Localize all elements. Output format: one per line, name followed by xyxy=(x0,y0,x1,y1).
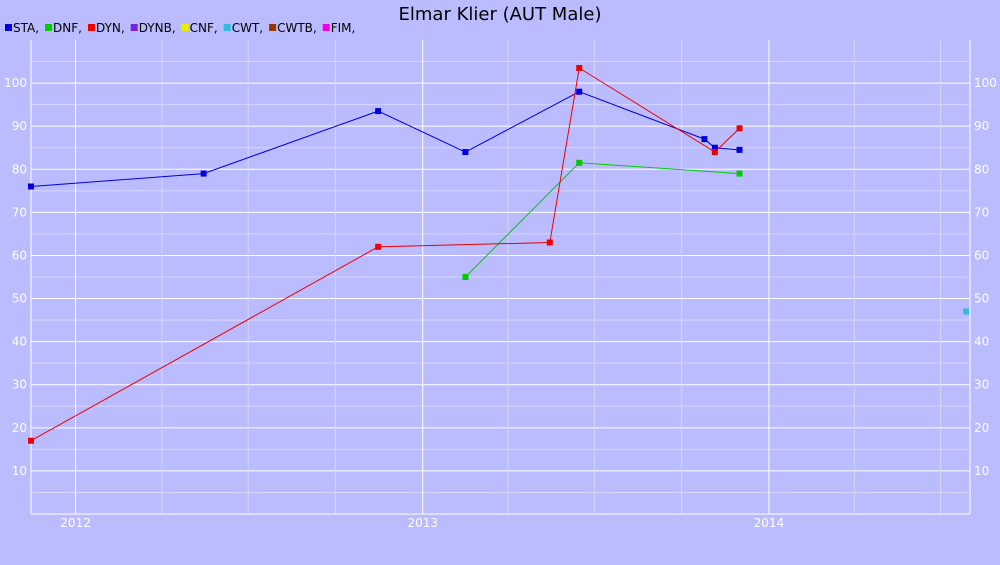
y-tick-label-left: 20 xyxy=(12,421,27,435)
legend: STA, DNF, DYN, DYNB, CNF, CWT, CWTB, FIM, xyxy=(5,21,355,35)
data-point xyxy=(200,170,207,177)
series-line xyxy=(465,162,740,278)
series-dyn xyxy=(28,65,743,444)
y-tick-label-right: 50 xyxy=(974,292,989,306)
data-point xyxy=(576,159,583,166)
legend-label: CWT, xyxy=(232,21,263,35)
legend-swatch xyxy=(181,24,189,31)
legend-label: FIM, xyxy=(331,21,356,35)
data-point xyxy=(711,144,718,151)
y-tick-label-left: 90 xyxy=(12,119,27,133)
series-cwt xyxy=(963,308,970,315)
data-point xyxy=(28,183,34,190)
x-tick-label: 2012 xyxy=(60,516,91,530)
y-tick-label-right: 70 xyxy=(974,205,989,219)
y-tick-label-left: 60 xyxy=(12,248,27,262)
legend-label: CWTB, xyxy=(277,21,317,35)
data-point xyxy=(375,243,382,250)
y-tick-label-right: 60 xyxy=(974,248,989,262)
series-layer xyxy=(28,65,970,444)
y-tick-label-right: 100 xyxy=(974,76,997,90)
data-point xyxy=(28,437,34,444)
legend-label: DYN, xyxy=(96,21,125,35)
axes: 10 10 20 20 30 30 40 40 50 50 60 60 70 70 80 80 90 90 100 1… xyxy=(4,40,997,530)
y-tick-label-left: 100 xyxy=(4,76,27,90)
data-point xyxy=(462,149,469,156)
legend-label: DYNB, xyxy=(139,21,176,35)
data-point xyxy=(576,88,583,95)
y-tick-label-right: 10 xyxy=(974,464,989,478)
grid xyxy=(31,40,970,514)
legend-swatch xyxy=(130,24,138,31)
data-point xyxy=(711,149,718,156)
legend-swatch xyxy=(269,24,277,31)
data-point xyxy=(576,65,583,72)
legend-label: CNF, xyxy=(190,21,218,35)
y-tick-label-left: 80 xyxy=(12,162,27,176)
y-tick-label-left: 50 xyxy=(12,292,27,306)
y-tick-label-right: 90 xyxy=(974,119,989,133)
data-point xyxy=(462,274,469,280)
data-point xyxy=(736,170,743,177)
legend-swatch xyxy=(322,24,330,31)
chart-title: Elmar Klier (AUT Male) xyxy=(399,4,602,25)
series-line xyxy=(30,91,740,188)
series-line xyxy=(30,67,740,442)
y-tick-label-right: 80 xyxy=(974,162,989,176)
y-tick-label-right: 40 xyxy=(974,335,989,349)
y-tick-label-right: 20 xyxy=(974,421,989,435)
y-tick-label-right: 30 xyxy=(974,378,989,392)
data-point xyxy=(546,239,553,246)
y-tick-label-left: 70 xyxy=(12,205,27,219)
y-tick-label-left: 40 xyxy=(12,335,27,349)
series-dnf xyxy=(462,159,743,280)
legend-swatch xyxy=(87,24,95,31)
y-tick-label-left: 10 xyxy=(12,464,27,478)
data-point xyxy=(736,125,743,132)
data-point xyxy=(701,136,708,143)
series-sta xyxy=(28,88,743,190)
data-point xyxy=(375,108,382,115)
x-tick-label: 2013 xyxy=(407,516,438,530)
data-point xyxy=(736,146,743,153)
legend-label: STA, xyxy=(13,21,39,35)
data-point xyxy=(963,308,970,315)
legend-label: DNF, xyxy=(53,21,82,35)
legend-swatch xyxy=(45,24,53,31)
y-tick-label-left: 30 xyxy=(12,378,27,392)
legend-swatch xyxy=(223,24,231,31)
x-tick-label: 2014 xyxy=(754,516,785,530)
legend-swatch xyxy=(5,24,12,31)
